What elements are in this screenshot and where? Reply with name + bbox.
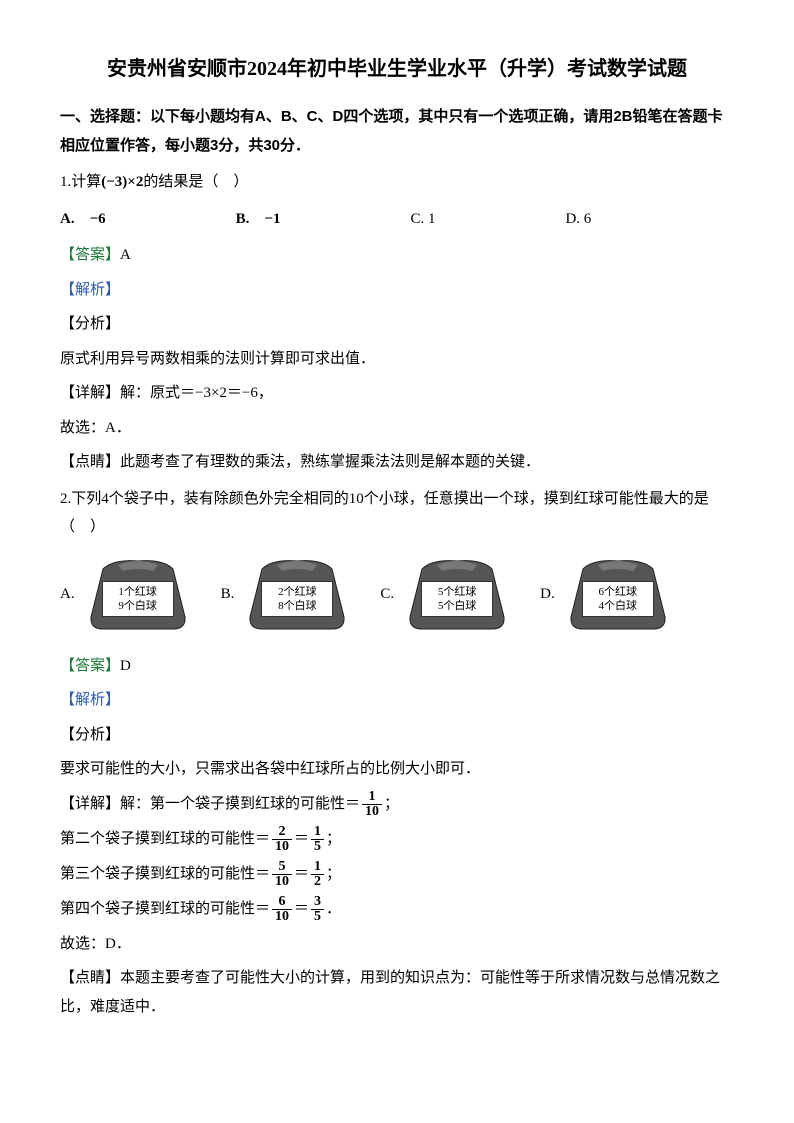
option-a-label: A. — [60, 580, 75, 609]
bag-d: 6个红球 4个白球 — [563, 557, 673, 632]
q2-d3-prefix: 第三个袋子摸到红球的可能性＝ — [60, 866, 270, 882]
q2-detail-4: 第四个袋子摸到红球的可能性＝610＝35． — [60, 895, 734, 924]
page-title: 安贵州省安顺市2024年初中毕业生学业水平（升学）考试数学试题 — [60, 50, 734, 88]
option-b: B. −1 — [236, 205, 281, 234]
q2-d1-prefix: 解：第一个袋子摸到红球的可能性＝ — [120, 796, 360, 812]
semi-1: ； — [384, 796, 399, 812]
semi-2: ； — [326, 831, 341, 847]
analysis-label: 【解析】 — [60, 276, 734, 305]
fenxi-label-2: 【分析】 — [60, 721, 734, 750]
answer-label-2: 【答案】 — [60, 658, 120, 674]
bag-a-line1: 1个红球 — [109, 585, 167, 599]
bag-b-line1: 2个红球 — [268, 585, 326, 599]
q2-options-row: A. 1个红球 9个白球 B. 2个红球 8个白球 C. — [60, 557, 734, 632]
detail-label: 【详解】 — [60, 385, 120, 401]
q2-d4-prefix: 第四个袋子摸到红球的可能性＝ — [60, 901, 270, 917]
option-a: A. −6 — [60, 205, 106, 234]
q1-suffix: 的结果是（ ） — [143, 174, 248, 190]
analysis-label-2: 【解析】 — [60, 686, 734, 715]
bag-c-line2: 5个白球 — [428, 599, 486, 613]
q1-dianqing-text: 此题考查了有理数的乘法，熟练掌握乘法法则是解本题的关键． — [120, 454, 540, 470]
frac-2-10: 210 — [272, 825, 292, 854]
q2-choose: 故选：D． — [60, 930, 734, 959]
bag-d-line2: 4个白球 — [589, 599, 647, 613]
detail-label-2: 【详解】 — [60, 796, 120, 812]
bag-b: 2个红球 8个白球 — [242, 557, 352, 632]
q1-answer: A — [120, 247, 131, 263]
q2-detail-2: 第二个袋子摸到红球的可能性＝210＝15； — [60, 825, 734, 854]
q1-detail-2: 故选：A． — [60, 414, 734, 443]
q1-prefix: 1.计算 — [60, 174, 101, 190]
bag-d-line1: 6个红球 — [589, 585, 647, 599]
question-1: 1.计算(−3)×2的结果是（ ） — [60, 168, 734, 197]
bag-c-text: 5个红球 5个白球 — [421, 581, 493, 618]
frac-3-5: 35 — [311, 895, 324, 924]
q2-fenxi: 要求可能性的大小，只需求出各袋中红球所占的比例大小即可． — [60, 755, 734, 784]
option-d-group: D. 6个红球 4个白球 — [540, 557, 673, 632]
bag-c-line1: 5个红球 — [428, 585, 486, 599]
q2-answer: D — [120, 658, 131, 674]
option-d: D. 6 — [565, 205, 591, 234]
eq-2: ＝ — [294, 831, 309, 847]
option-b-group: B. 2个红球 8个白球 — [221, 557, 353, 632]
option-b-label: B. — [221, 580, 235, 609]
q2-answer-line: 【答案】D — [60, 652, 734, 681]
q2-dianqing: 【点睛】本题主要考查了可能性大小的计算，用到的知识点为：可能性等于所求情况数与总… — [60, 964, 734, 1021]
fenxi-label: 【分析】 — [60, 310, 734, 339]
option-d-label: D. — [540, 580, 555, 609]
q1-detail: 【详解】解：原式＝−3×2＝−6， — [60, 379, 734, 408]
q2-d2-prefix: 第二个袋子摸到红球的可能性＝ — [60, 831, 270, 847]
eq-4: ＝ — [294, 901, 309, 917]
bag-a-text: 1个红球 9个白球 — [102, 581, 174, 618]
bag-a-line2: 9个白球 — [109, 599, 167, 613]
q1-fenxi: 原式利用异号两数相乘的法则计算即可求出值． — [60, 345, 734, 374]
dianqing-label-2: 【点睛】 — [60, 970, 120, 986]
frac-1-5: 15 — [311, 825, 324, 854]
bag-b-line2: 8个白球 — [268, 599, 326, 613]
option-c-group: C. 5个红球 5个白球 — [380, 557, 512, 632]
q1-answer-line: 【答案】A — [60, 241, 734, 270]
q1-dianqing: 【点睛】此题考查了有理数的乘法，熟练掌握乘法法则是解本题的关键． — [60, 448, 734, 477]
period-4: ． — [326, 901, 341, 917]
frac-1-2: 12 — [311, 860, 324, 889]
eq-3: ＝ — [294, 866, 309, 882]
question-2: 2.下列4个袋子中，装有除颜色外完全相同的10个小球，任意摸出一个球，摸到红球可… — [60, 485, 734, 542]
bag-a: 1个红球 9个白球 — [83, 557, 193, 632]
option-a-group: A. 1个红球 9个白球 — [60, 557, 193, 632]
dianqing-label: 【点睛】 — [60, 454, 120, 470]
bag-d-text: 6个红球 4个白球 — [582, 581, 654, 618]
q2-detail-3: 第三个袋子摸到红球的可能性＝510＝12； — [60, 860, 734, 889]
q1-detail-1: 解：原式＝−3×2＝−6， — [120, 385, 273, 401]
q1-expr: (−3)×2 — [101, 174, 143, 190]
option-c: C. 1 — [410, 205, 435, 234]
answer-label: 【答案】 — [60, 247, 120, 263]
bag-b-text: 2个红球 8个白球 — [261, 581, 333, 618]
frac-5-10: 510 — [272, 860, 292, 889]
option-c-label: C. — [380, 580, 394, 609]
semi-3: ； — [326, 866, 341, 882]
section-heading: 一、选择题：以下每小题均有A、B、C、D四个选项，其中只有一个选项正确，请用2B… — [60, 103, 734, 160]
q1-options: A. −6 B. −1 C. 1 D. 6 — [60, 205, 734, 234]
bag-c: 5个红球 5个白球 — [402, 557, 512, 632]
frac-6-10: 610 — [272, 895, 292, 924]
q2-dianqing-text: 本题主要考查了可能性大小的计算，用到的知识点为：可能性等于所求情况数与总情况数之… — [60, 970, 720, 1015]
q2-detail-1: 【详解】解：第一个袋子摸到红球的可能性＝110； — [60, 790, 734, 819]
frac-1-10: 110 — [362, 790, 382, 819]
